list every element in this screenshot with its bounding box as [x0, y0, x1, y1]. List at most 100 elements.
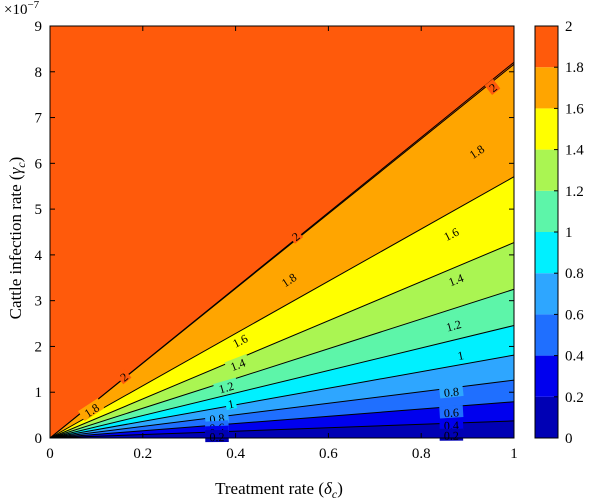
contour-label-text: 1	[456, 348, 465, 363]
contour-label-bg	[440, 315, 467, 334]
colorbar-tick-label: 1.6	[565, 101, 584, 117]
contour-label-text: 1.6	[230, 331, 250, 350]
y-tick-label: 1	[35, 385, 43, 401]
contour-line	[49, 379, 515, 439]
contour-label-bg	[224, 354, 251, 374]
contour-label-bg	[438, 383, 464, 399]
colorbar-tick-label: 1	[565, 225, 573, 241]
contour-label: 1.4	[442, 269, 469, 290]
contour-label: 1.6	[226, 329, 253, 351]
contour-label-bg	[442, 269, 469, 290]
colorbar-tick-label: 0.4	[565, 349, 584, 365]
contour-label-bg	[287, 227, 304, 244]
x-tick-label: 0	[46, 446, 54, 462]
contour-band	[50, 26, 514, 438]
colorbar-segment	[535, 273, 558, 315]
x-tick-label: 1	[510, 446, 518, 462]
contour-label-text: 1.8	[82, 401, 102, 421]
colorbar-tick-label: 0.2	[565, 390, 584, 406]
colorbar-tick-label: 1.8	[565, 60, 584, 76]
contour-label-bg	[437, 222, 465, 245]
colorbar-tick-label: 1.4	[565, 143, 584, 159]
colorbar-segment	[535, 355, 558, 397]
contour-label: 1	[224, 396, 238, 412]
contour-line	[49, 354, 515, 439]
colorbar-segment	[535, 149, 558, 191]
contour-label-text: 0.8	[443, 384, 459, 400]
contour-line	[49, 401, 515, 439]
colorbar-tick-label: 0	[565, 431, 573, 447]
contour-label-text: 1.8	[467, 142, 487, 162]
contour-label-bg	[275, 267, 302, 291]
contour-label: 2	[484, 79, 501, 95]
y-tick-label: 7	[35, 111, 43, 127]
contour-label-bg	[226, 329, 253, 351]
colorbar-ticks: 0 0.2 0.4 0.6 0.8 1 1.2 1.4 1.6 1.8 2	[554, 19, 584, 447]
contour-label: 1.4	[224, 354, 251, 374]
y-tick-label: 3	[35, 294, 43, 310]
colorbar-tick-label: 0.8	[565, 266, 584, 282]
y-tick-label: 6	[35, 156, 43, 172]
y-exponent-label: ×10−7	[4, 0, 40, 18]
y-tick-label: 5	[35, 202, 43, 218]
y-tick-label: 9	[35, 19, 43, 35]
x-tick-label: 0.2	[133, 446, 152, 462]
contour-label: 1.2	[213, 377, 239, 397]
contour-label: 0.8	[438, 383, 464, 400]
colorbar-tick-label: 1.2	[565, 184, 584, 200]
x-axis-ticks: 0 0.2 0.4 0.6 0.8 1	[46, 26, 518, 462]
contour-label-text: 1.4	[228, 356, 247, 374]
contour-label: 1.6	[437, 222, 465, 245]
x-tick-label: 0.6	[319, 446, 338, 462]
colorbar	[534, 25, 559, 439]
colorbar-segment	[535, 396, 558, 438]
contour-label-bg	[439, 405, 464, 419]
contour-label-text: 1.2	[445, 317, 463, 334]
y-axis-ticks: 0 1 2 3 4 5 6 7 8 9	[35, 19, 514, 447]
contour-line	[49, 288, 515, 439]
contour-label-bg	[115, 368, 132, 385]
contour-label: 1	[454, 347, 467, 363]
contour-label: 1.8	[78, 398, 105, 422]
colorbar-segment	[535, 190, 558, 232]
contour-label: 1.2	[440, 315, 467, 335]
colorbar-segment	[535, 67, 558, 109]
contour-line	[49, 420, 515, 439]
contour-label-bg	[439, 418, 464, 431]
contour-label-text: 1.2	[217, 379, 235, 397]
contour-line	[49, 324, 515, 439]
contour-label: 0.2	[439, 428, 464, 443]
y-axis-label: Cattle infection rate (γc)	[6, 157, 28, 320]
contour-label: 0.2	[205, 430, 229, 444]
y-tick-label: 4	[35, 248, 43, 264]
contour-label-text: 1.8	[279, 270, 299, 290]
colorbar-segment	[535, 314, 558, 356]
contour-label: 2	[115, 368, 132, 385]
contour-label-bg	[224, 396, 238, 410]
contour-label-text: 1.6	[442, 225, 462, 244]
contour-label-bg	[463, 139, 490, 163]
colorbar-segment	[535, 26, 558, 68]
contour-label-text: 0.2	[444, 429, 459, 443]
x-tick-label: 0.4	[226, 446, 245, 462]
colorbar-segment	[535, 108, 558, 150]
y-tick-label: 2	[35, 339, 43, 355]
contour-label-text: 1.4	[446, 271, 465, 289]
contour-label: 1.8	[275, 267, 302, 291]
contour-label-bg	[78, 398, 105, 422]
y-tick-label: 0	[35, 431, 43, 447]
contour-label-text: 0.2	[209, 430, 224, 444]
contour-line	[49, 242, 515, 439]
contour-label-text: 0.6	[443, 405, 459, 420]
contour-label-bg	[454, 347, 467, 362]
x-tick-label: 0.8	[412, 446, 431, 462]
colorbar-tick-label: 2	[565, 19, 573, 35]
contour-label: 0.6	[439, 405, 464, 420]
contour-line	[49, 176, 515, 439]
contour-label: 2	[287, 227, 304, 244]
colorbar-segment	[535, 232, 558, 274]
y-tick-label: 8	[35, 65, 43, 81]
contour-label-bg	[484, 79, 501, 95]
